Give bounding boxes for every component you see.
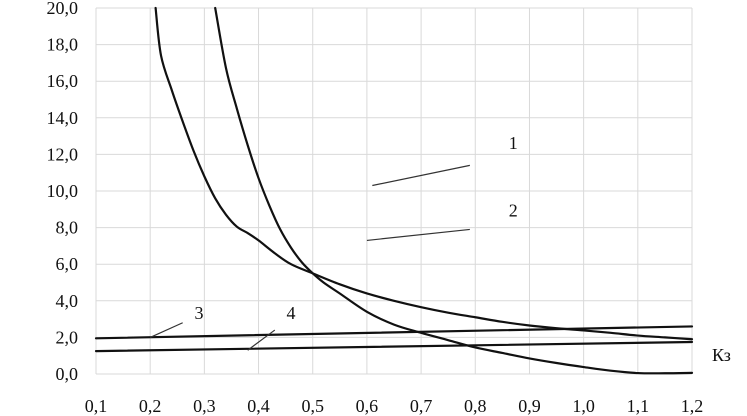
x-tick-label: 0,6 xyxy=(356,396,379,416)
series-line-2 xyxy=(154,6,694,341)
x-tick-label: 1,1 xyxy=(627,396,650,416)
y-tick-label: 10,0 xyxy=(47,181,79,201)
y-tick-label: 16,0 xyxy=(47,71,79,91)
y-tick-label: 6,0 xyxy=(56,254,79,274)
leader-line-3 xyxy=(149,322,183,338)
x-tick-label: 0,7 xyxy=(410,396,433,416)
y-tick-label: 2,0 xyxy=(56,327,79,347)
y-tick-label: 0,0 xyxy=(56,364,79,384)
x-tick-label: 0,8 xyxy=(464,396,487,416)
curve-labels: 1 2 3 4 xyxy=(149,133,518,351)
x-axis-title: Кз xyxy=(712,345,731,365)
x-tick-label: 1,2 xyxy=(681,396,704,416)
leader-line-4 xyxy=(247,329,276,351)
x-tick-label: 0,9 xyxy=(518,396,541,416)
gridlines xyxy=(95,7,693,375)
tick-labels: 0,1 0,2 0,3 0,4 0,5 0,6 0,7 0,8 0,9 1,0 1,1 1,2 0,0 2… xyxy=(47,0,704,416)
y-tick-label: 18,0 xyxy=(47,35,79,55)
y-tick-label: 20,0 xyxy=(47,0,79,18)
x-tick-label: 1,0 xyxy=(572,396,595,416)
curve-label-1: 1 xyxy=(509,133,518,153)
series-line-3 xyxy=(94,325,694,340)
series-line-4 xyxy=(94,340,694,353)
leader-line-1 xyxy=(372,164,470,187)
x-tick-label: 0,1 xyxy=(85,396,108,416)
y-tick-label: 8,0 xyxy=(56,218,79,238)
y-tick-label: 4,0 xyxy=(56,291,79,311)
series-lines xyxy=(94,6,694,375)
x-tick-label: 0,4 xyxy=(247,396,270,416)
curve-label-2: 2 xyxy=(509,201,518,221)
leader-line-2 xyxy=(366,228,470,242)
series-line-1 xyxy=(214,6,694,375)
x-tick-label: 0,3 xyxy=(193,396,216,416)
curve-label-4: 4 xyxy=(287,303,296,323)
y-tick-label: 12,0 xyxy=(47,144,79,164)
y-tick-label: 14,0 xyxy=(47,108,79,128)
x-tick-label: 0,2 xyxy=(139,396,162,416)
x-tick-label: 0,5 xyxy=(301,396,324,416)
curve-label-3: 3 xyxy=(194,303,203,323)
